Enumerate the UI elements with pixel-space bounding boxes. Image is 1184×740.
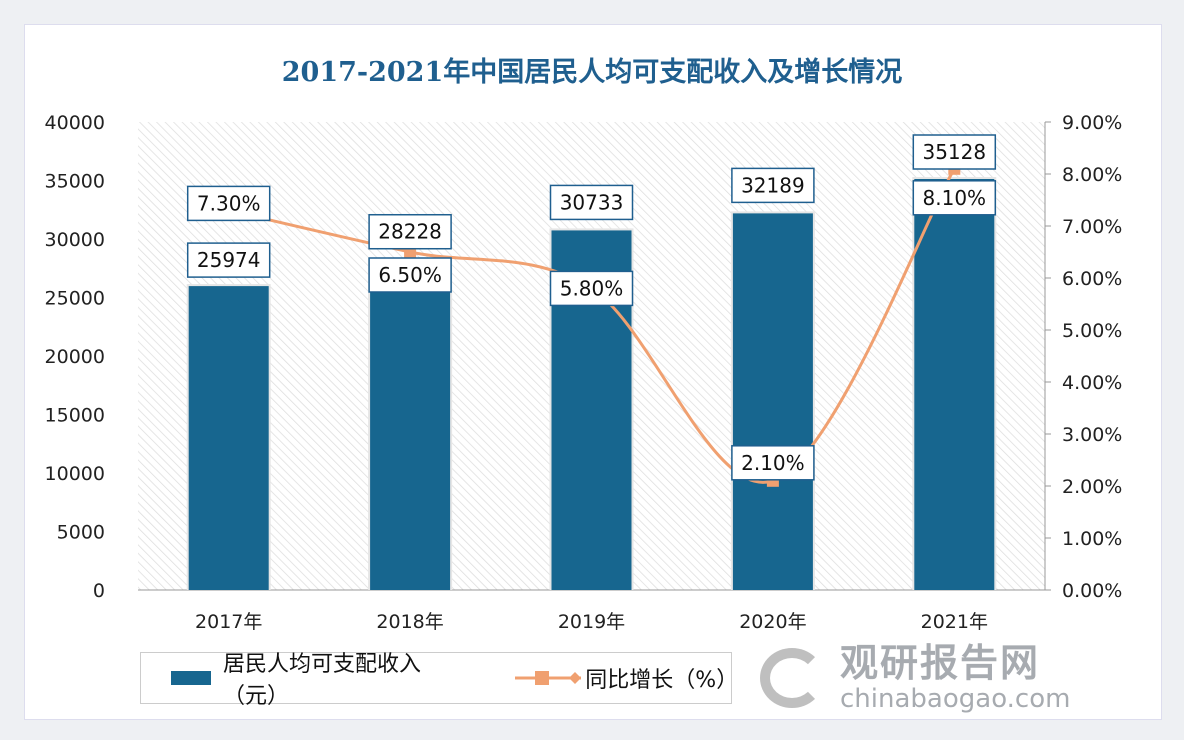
bar-value-label-box (368, 213, 452, 250)
bar-value-label: 25974 (197, 248, 261, 272)
left-tick-label: 5000 (57, 522, 105, 544)
growth-value-label-box (368, 257, 452, 293)
x-tick-label: 2017年 (195, 611, 262, 633)
x-tick-label: 2020年 (739, 611, 806, 633)
x-tick-label: 2019年 (558, 611, 625, 633)
legend-bar-label: 居民人均可支配收入（元） (223, 652, 422, 709)
right-tick-label: 0.00% (1062, 580, 1122, 602)
watermark: 观研报告网 chinabaogao.com (760, 642, 1070, 714)
right-tick-label: 3.00% (1062, 424, 1122, 446)
watermark-cn: 观研报告网 (840, 641, 1041, 685)
right-tick-label: 9.00% (1062, 112, 1122, 134)
bar-value-label: 28228 (378, 220, 442, 244)
legend-line-label: 同比增长（%） (585, 668, 739, 693)
bar-value-label: 35128 (922, 140, 986, 164)
growth-value-label-box (549, 270, 634, 307)
watermark-logo-icon (760, 648, 824, 708)
growth-value-label: 6.50% (378, 263, 442, 287)
x-tick-label: 2021年 (921, 611, 988, 633)
bar-value-label: 32189 (741, 173, 805, 197)
growth-value-label-box (731, 445, 815, 481)
growth-value-label-box (912, 180, 997, 216)
growth-value-label-box (186, 185, 271, 222)
legend-bar-swatch (171, 671, 212, 685)
right-tick-label: 1.00% (1062, 528, 1122, 550)
bar-value-label-box (731, 167, 815, 204)
right-tick-label: 6.00% (1062, 268, 1122, 290)
right-tick-label: 4.00% (1062, 372, 1122, 394)
left-tick-label: 30000 (45, 229, 105, 251)
right-tick-label: 8.00% (1062, 164, 1122, 186)
growth-value-label: 5.80% (560, 276, 624, 300)
bar (914, 179, 995, 591)
bar-value-label: 30733 (560, 190, 624, 214)
left-tick-label: 0 (93, 580, 105, 602)
chart-title: 2017-2021年中国居民人均可支配收入及增长情况 (281, 57, 903, 88)
right-tick-label: 5.00% (1062, 320, 1122, 342)
left-tick-label: 40000 (45, 112, 105, 134)
left-tick-label: 25000 (45, 288, 105, 310)
x-tick-label: 2018年 (376, 611, 443, 633)
bar (370, 259, 451, 590)
right-tick-label: 7.00% (1062, 216, 1122, 238)
legend-line-swatch (514, 671, 582, 685)
bar (732, 213, 813, 590)
bar (188, 286, 269, 590)
growth-value-label: 2.10% (741, 451, 805, 475)
watermark-en: chinabaogao.com (840, 684, 1071, 714)
bar-value-label-box (912, 134, 997, 170)
legend: 居民人均可支配收入（元） 同比增长（%） (140, 652, 739, 709)
growth-value-label: 7.30% (197, 191, 261, 215)
left-tick-label: 10000 (45, 463, 105, 485)
left-tick-label: 20000 (45, 346, 105, 368)
bar-value-label-box (186, 242, 271, 278)
right-tick-label: 2.00% (1062, 476, 1122, 498)
growth-value-label: 8.10% (923, 186, 987, 210)
left-tick-label: 35000 (45, 171, 105, 193)
left-tick-label: 15000 (45, 405, 105, 427)
bar-value-label-box (549, 184, 634, 221)
